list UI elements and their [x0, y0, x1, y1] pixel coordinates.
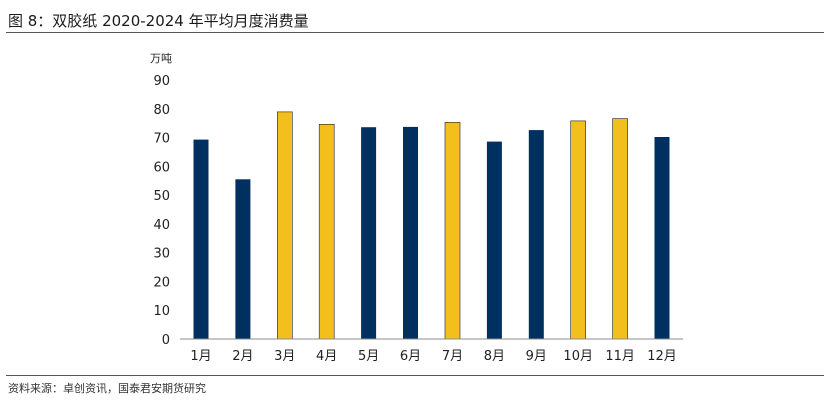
x-axis-ticks: 1月 2月 3月 4月 5月 6月 7月 8月 9月 10月 11月 12月: [190, 349, 676, 364]
figure-title: 图 8：双胶纸 2020-2024 年平均月度消费量: [8, 12, 309, 30]
bar-9月: [528, 130, 544, 339]
bar-6月: [403, 126, 418, 340]
bar-4月: [318, 124, 335, 340]
x-tick-label: 5月: [358, 349, 379, 364]
bar-10月: [570, 120, 587, 340]
x-tick-label: 4月: [316, 349, 337, 364]
x-tick-label: 9月: [526, 349, 547, 364]
source-note: 资料来源：卓创资讯，国泰君安期货研究: [8, 382, 206, 395]
x-tick-label: 2月: [232, 349, 253, 364]
bar-5月: [361, 127, 377, 339]
bar-2月: [235, 179, 251, 339]
y-tick-label: 20: [153, 275, 170, 290]
x-tick-label: 1月: [190, 349, 211, 364]
x-tick-label: 3月: [274, 349, 295, 364]
y-tick-label: 40: [153, 218, 170, 233]
y-tick-label: 0: [162, 333, 170, 348]
y-tick-label: 50: [153, 189, 170, 204]
y-tick-label: 60: [153, 160, 170, 175]
figure-footer: 资料来源：卓创资讯，国泰君安期货研究: [6, 375, 824, 400]
bars: [193, 111, 670, 340]
bar-8月: [486, 141, 502, 339]
bar-1月: [193, 139, 209, 339]
bar-12月: [654, 137, 670, 339]
bar-7月: [444, 122, 461, 340]
y-tick-label: 80: [153, 103, 170, 118]
x-tick-label: 7月: [442, 349, 463, 364]
figure-header: 图 8：双胶纸 2020-2024 年平均月度消费量: [6, 5, 824, 33]
x-tick-label: 12月: [647, 349, 677, 364]
y-tick-label: 30: [153, 247, 170, 262]
y-axis-unit-label: 万吨: [150, 52, 172, 65]
y-tick-label: 70: [153, 132, 170, 147]
y-axis-ticks: 0 10 20 30 40 50 60 70 80 90: [153, 74, 170, 348]
y-tick-label: 90: [153, 74, 170, 89]
bar-11月: [612, 118, 628, 340]
x-tick-label: 6月: [400, 349, 421, 364]
x-tick-label: 11月: [605, 349, 635, 364]
x-tick-label: 8月: [484, 349, 505, 364]
x-tick-label: 10月: [563, 349, 593, 364]
bar-3月: [276, 111, 293, 340]
y-tick-label: 10: [153, 304, 170, 319]
